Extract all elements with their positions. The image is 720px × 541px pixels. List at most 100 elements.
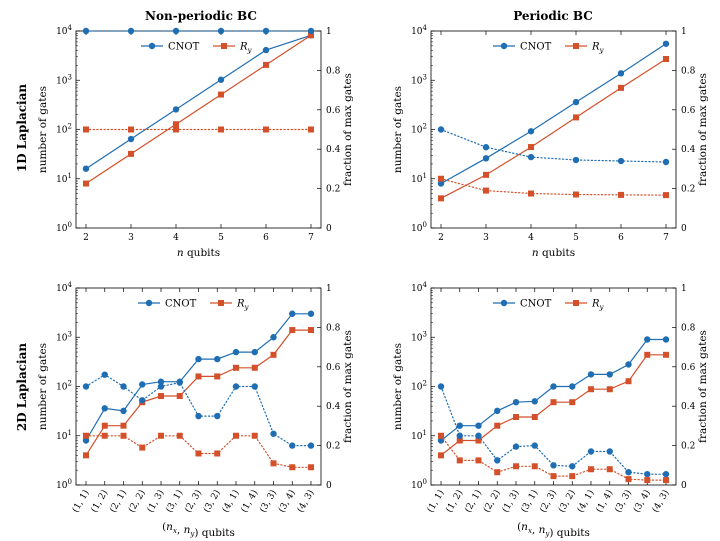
data-point-cnot	[217, 27, 225, 35]
data-point-cnot	[139, 381, 146, 388]
x-axis-label: n qubits	[177, 247, 220, 259]
x-tick-label: 4	[528, 233, 534, 243]
data-point-ry	[483, 171, 489, 178]
data-point-cnot	[625, 468, 632, 476]
series-group	[437, 40, 670, 202]
data-point-cnot	[172, 27, 180, 35]
data-point-ry	[218, 126, 224, 133]
column-title-periodic: Periodic BC	[513, 9, 593, 23]
legend-marker-ry	[218, 300, 224, 306]
y2-tick-label: 1	[681, 27, 687, 37]
y-tick-label: 102	[56, 380, 72, 393]
data-point-ry	[663, 477, 669, 484]
legend-label-ry: Ry	[236, 299, 250, 312]
x-tick-label: 2	[438, 233, 444, 243]
data-point-ry	[308, 327, 314, 334]
y-tick-label: 104	[411, 281, 427, 294]
data-point-cnot	[550, 383, 557, 390]
data-point-ry	[528, 144, 534, 151]
data-point-ry	[83, 180, 89, 187]
x-tick-label: 4	[173, 233, 179, 243]
data-point-ry	[173, 121, 179, 128]
data-point-cnot	[644, 336, 651, 343]
data-point-cnot	[270, 430, 277, 437]
y2-axis-label: fraction of max gates	[342, 330, 354, 443]
data-point-ry	[475, 437, 482, 444]
data-point-cnot	[139, 397, 146, 404]
data-point-cnot	[550, 462, 557, 469]
y2-tick-label: 0.8	[326, 66, 341, 76]
legend-marker-cnot	[500, 299, 508, 307]
data-point-ry	[550, 473, 557, 480]
y2-tick-label: 0.4	[326, 402, 341, 412]
data-point-ry	[83, 452, 89, 459]
series-line-cnot-right	[440, 128, 667, 163]
data-point-ry	[625, 378, 632, 385]
y2-tick-label: 0	[681, 481, 687, 491]
y2-tick-label: 1	[326, 284, 332, 294]
data-point-ry	[663, 192, 669, 199]
data-point-cnot	[82, 383, 90, 390]
series-group	[437, 336, 670, 484]
data-point-cnot	[437, 383, 445, 390]
x-axis-label: n qubits	[532, 247, 575, 259]
data-point-ry	[83, 126, 89, 133]
data-point-ry	[308, 126, 314, 133]
series-line-cnot-left	[85, 34, 312, 170]
data-point-ry	[176, 393, 183, 400]
x-tick-label: 6	[618, 233, 624, 243]
data-point-ry	[233, 432, 239, 439]
y2-tick-label: 0.6	[681, 106, 696, 116]
y-axis-label: number of gates	[37, 343, 49, 430]
data-point-cnot	[289, 442, 296, 449]
data-point-ry	[644, 351, 651, 358]
data-point-cnot	[587, 448, 595, 455]
data-point-cnot	[120, 407, 127, 415]
data-point-cnot	[127, 135, 135, 143]
x-tick-label: (2, 1)	[107, 488, 129, 514]
data-point-cnot	[82, 437, 90, 444]
data-point-ry	[494, 422, 501, 429]
x-tick-label: (3, 4)	[276, 488, 298, 514]
data-point-cnot	[482, 155, 490, 162]
series-line-cnot-left	[440, 338, 667, 442]
data-point-cnot	[475, 432, 482, 439]
data-point-ry	[475, 457, 482, 464]
y-tick-label: 103	[56, 330, 72, 343]
data-point-ry	[618, 84, 624, 91]
data-point-ry	[158, 393, 164, 400]
x-tick-label: (3, 2)	[556, 488, 578, 514]
x-tick-label: (3, 1)	[164, 488, 186, 514]
x-tick-label: (1, 1)	[70, 488, 92, 514]
data-point-ry	[573, 191, 579, 198]
y-tick-label: 100	[411, 221, 427, 234]
y2-tick-label: 0	[681, 224, 687, 234]
data-point-cnot	[625, 361, 632, 368]
data-point-cnot	[307, 27, 315, 35]
data-point-ry	[270, 351, 277, 358]
data-point-ry	[176, 432, 183, 439]
y-tick-label: 103	[56, 73, 72, 86]
data-point-ry	[569, 399, 576, 406]
x-tick-label: (3, 3)	[612, 488, 634, 514]
y2-tick-label: 0.8	[681, 323, 696, 333]
data-point-ry	[573, 114, 579, 121]
x-tick-label: (4, 1)	[575, 488, 597, 514]
data-point-ry	[531, 414, 538, 421]
data-point-cnot	[82, 27, 90, 35]
data-point-cnot	[456, 422, 463, 429]
data-point-ry	[120, 422, 127, 429]
x-tick-label: (3, 3)	[257, 488, 279, 514]
data-point-cnot	[494, 457, 501, 464]
series-line-cnot-left	[440, 43, 667, 185]
data-point-cnot	[572, 98, 580, 106]
x-tick-label: (2, 3)	[182, 488, 204, 514]
y-axis-label: number of gates	[37, 86, 49, 173]
y2-axis-label: fraction of max gates	[342, 73, 354, 186]
data-point-ry	[308, 464, 314, 471]
data-point-cnot	[662, 158, 670, 166]
x-tick-label: (4, 3)	[295, 488, 317, 514]
y2-tick-label: 0.6	[326, 106, 341, 116]
